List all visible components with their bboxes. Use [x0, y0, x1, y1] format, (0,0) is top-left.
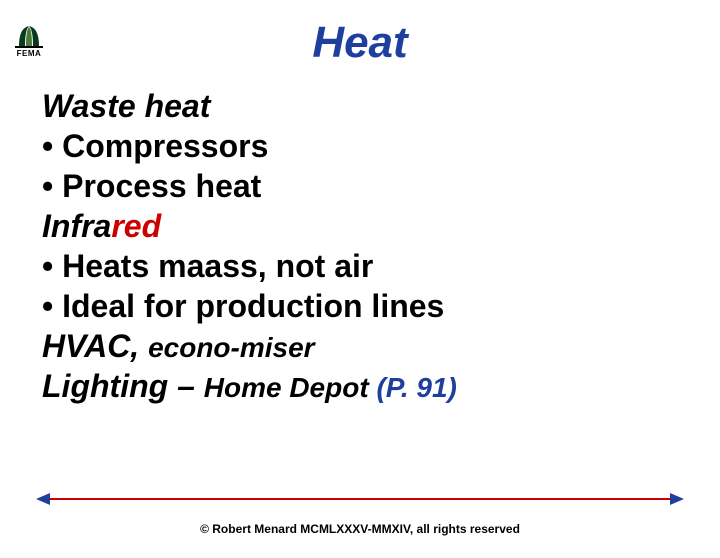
section-heading: Waste heat	[42, 86, 720, 126]
double-arrow	[36, 492, 684, 506]
section-heading-hvac: HVAC, econo-miser	[42, 326, 720, 366]
bullet-item: • Heats maass, not air	[42, 246, 720, 286]
section-heading-infrared: Infrared	[42, 206, 720, 246]
fema-logo: FEMA	[8, 24, 50, 66]
bullet-item: • Process heat	[42, 166, 720, 206]
bullet-item: • Ideal for production lines	[42, 286, 720, 326]
slide-content: Waste heat• Compressors• Process heatInf…	[42, 86, 720, 406]
copyright-text: © Robert Menard MCMLXXXV-MMXIV, all righ…	[0, 522, 720, 536]
section-heading-lighting: Lighting – Home Depot (P. 91)	[42, 366, 720, 406]
lighting-big: Lighting –	[42, 368, 204, 404]
hvac-big: HVAC,	[42, 328, 148, 364]
slide-title: Heat	[0, 18, 720, 68]
hvac-small: econo-miser	[148, 332, 315, 363]
lighting-ref: (P. 91)	[376, 372, 456, 403]
infrared-prefix: Infra	[42, 208, 111, 244]
infrared-suffix: red	[111, 208, 161, 244]
fema-logo-text: FEMA	[17, 49, 42, 58]
fema-logo-mark	[13, 24, 45, 48]
bullet-item: • Compressors	[42, 126, 720, 166]
lighting-small: Home Depot	[204, 372, 377, 403]
